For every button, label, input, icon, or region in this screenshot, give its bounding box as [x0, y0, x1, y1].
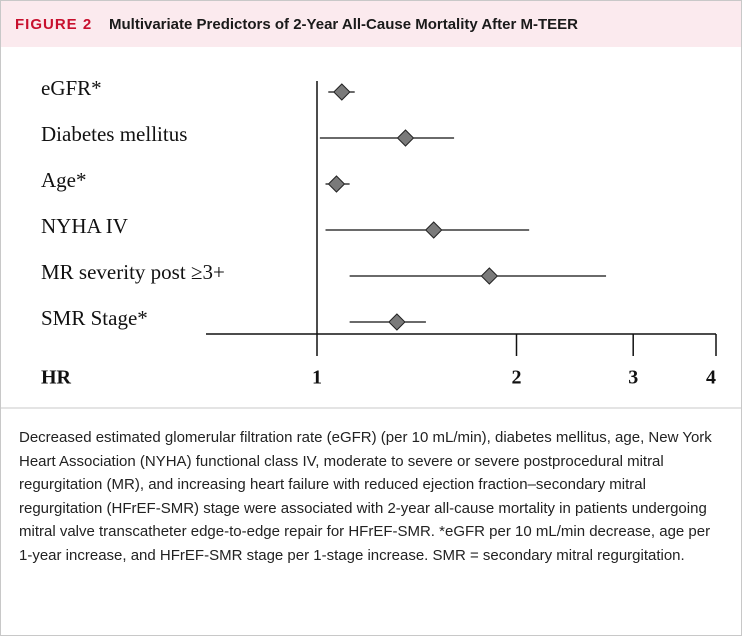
- header-band: [1, 1, 741, 47]
- caption: Decreased estimated glomerular filtratio…: [19, 429, 712, 564]
- category-label: MR severity post ≥3+: [41, 260, 225, 284]
- estimate-diamond: [327, 175, 346, 193]
- category-label: Age*: [41, 168, 87, 192]
- category-label: NYHA IV: [41, 214, 128, 238]
- estimate-diamond: [480, 267, 499, 285]
- category-label: Diabetes mellitus: [41, 122, 187, 146]
- x-axis-label: HR: [41, 367, 72, 389]
- estimate-diamond: [396, 129, 415, 147]
- figure-title: Multivariate Predictors of 2-Year All-Ca…: [109, 16, 578, 33]
- x-tick-label: 1: [312, 367, 322, 389]
- x-tick-label: 2: [512, 367, 522, 389]
- estimate-diamond: [424, 221, 443, 239]
- x-tick-label: 3: [628, 367, 638, 389]
- estimate-diamond: [333, 83, 351, 101]
- category-label: SMR Stage*: [41, 306, 148, 330]
- estimate-diamond: [388, 313, 406, 331]
- x-tick-label: 4: [706, 367, 716, 389]
- category-label: eGFR*: [41, 76, 102, 100]
- figure-label: FIGURE 2: [15, 16, 92, 33]
- chart: FIGURE 2 Multivariate Predictors of 2-Ye…: [1, 1, 741, 409]
